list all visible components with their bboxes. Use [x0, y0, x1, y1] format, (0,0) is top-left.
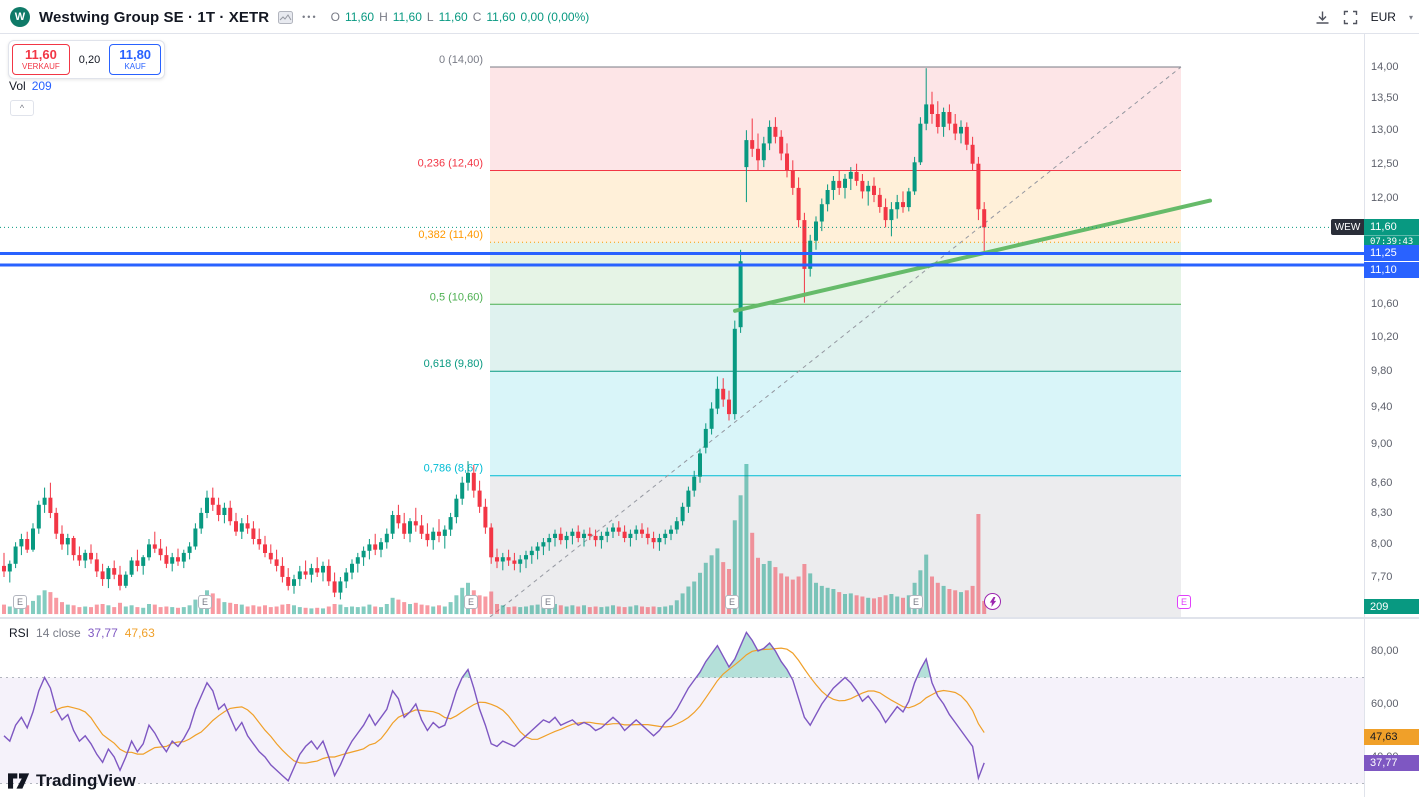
- more-options-button[interactable]: •••: [302, 12, 318, 22]
- trend-line[interactable]: [733, 198, 1212, 313]
- tradingview-logo[interactable]: TradingView: [8, 771, 136, 791]
- rsi-band: [0, 677, 1364, 784]
- rsi-overbought-fill: [696, 632, 792, 678]
- chevron-down-icon[interactable]: ▾: [1408, 12, 1413, 22]
- svg-text:0,618 (9,80): 0,618 (9,80): [424, 358, 483, 370]
- thumbnail-icon[interactable]: [278, 10, 294, 24]
- rsi-legend-ma-value: 47,63: [124, 626, 155, 640]
- svg-text:0,5 (10,60): 0,5 (10,60): [430, 291, 483, 303]
- axis-tick-label: 14,00: [1371, 61, 1399, 73]
- symbol-tag-badge: WEW: [1331, 219, 1364, 235]
- upcoming-earnings-icon[interactable]: [984, 593, 1001, 610]
- sell-price: 11,60: [24, 47, 57, 62]
- close-value: 11,60: [486, 10, 516, 24]
- svg-text:0 (14,00): 0 (14,00): [439, 54, 483, 66]
- low-label: L: [426, 10, 434, 24]
- change-value: 0,00 (0,00%): [520, 10, 590, 24]
- sell-label: VERKAUF: [22, 62, 60, 71]
- open-label: O: [330, 10, 340, 24]
- fib-retracement-zone[interactable]: 0 (14,00) 0,236 (12,40) 0,382 (11,40) 0,5 (…: [418, 54, 1182, 618]
- earnings-marker[interactable]: E: [198, 595, 212, 609]
- tradingview-logo-icon: [8, 773, 30, 789]
- close-label: C: [472, 10, 482, 24]
- axis-tick-label: 8,00: [1371, 538, 1393, 550]
- rsi-chart-canvas[interactable]: [0, 619, 1364, 797]
- axis-tick-label: 13,00: [1371, 124, 1399, 136]
- fullscreen-icon[interactable]: [1343, 10, 1358, 25]
- bar-countdown-badge: 07:39:43: [1364, 235, 1419, 248]
- buy-button[interactable]: 11,80 KAUF: [109, 44, 162, 75]
- earnings-marker[interactable]: E: [13, 595, 27, 609]
- buy-label: KAUF: [124, 62, 146, 71]
- axis-tick-label: 10,60: [1371, 298, 1399, 310]
- axis-tick-label: 9,80: [1371, 365, 1393, 377]
- rsi-line: [3, 630, 985, 782]
- earnings-marker[interactable]: E: [464, 595, 478, 609]
- axis-tick-label: 8,60: [1371, 477, 1393, 489]
- open-value: 11,60: [344, 10, 375, 24]
- high-label: H: [379, 10, 388, 24]
- tradingview-logo-text: TradingView: [36, 771, 136, 790]
- rsi-ma-line: [50, 647, 985, 764]
- axis-tick-label: 9,40: [1371, 401, 1393, 413]
- currency-toggle[interactable]: EUR: [1370, 10, 1396, 24]
- high-value: 11,60: [392, 10, 422, 24]
- earnings-marker[interactable]: E: [909, 595, 923, 609]
- rsi-legend-params: 14 close: [36, 626, 81, 640]
- rsi-legend-value: 37,77: [87, 626, 118, 640]
- axis-tick-label: 10,20: [1371, 331, 1399, 343]
- rsi-ma-badge: 47,63: [1364, 729, 1419, 745]
- future-earnings-marker[interactable]: E: [1177, 595, 1191, 609]
- rsi-legend-name: RSI: [9, 626, 30, 640]
- ohlc-readout: O 11,60 H 11,60 L 11,60 C 11,60 0,00 (0,…: [331, 10, 590, 24]
- rsi-value-badge: 37,77: [1364, 755, 1419, 771]
- download-icon[interactable]: [1315, 10, 1330, 25]
- axis-tick-label: 12,00: [1371, 192, 1399, 204]
- axis-tick-label: 60,00: [1371, 698, 1399, 710]
- svg-text:0,236 (12,40): 0,236 (12,40): [418, 158, 483, 170]
- price-axis-border: [1364, 34, 1365, 797]
- axis-tick-label: 12,50: [1371, 158, 1399, 170]
- volume-legend-label: Vol: [9, 79, 26, 93]
- axis-tick-label: 13,50: [1371, 92, 1399, 104]
- axis-tick-label: 80,00: [1371, 645, 1399, 657]
- support-line-badge-2: 11,10: [1364, 262, 1419, 278]
- axis-tick-label: 8,30: [1371, 507, 1393, 519]
- collapse-legend-button[interactable]: ^: [10, 100, 34, 116]
- chevron-up-icon: ^: [19, 103, 25, 113]
- earnings-marker[interactable]: E: [725, 595, 739, 609]
- sell-button[interactable]: 11,60 VERKAUF: [12, 44, 70, 75]
- volume-series: [2, 464, 987, 615]
- svg-text:0,382 (11,40): 0,382 (11,40): [418, 229, 483, 241]
- spread-value: 0,20: [78, 53, 101, 66]
- symbol-logo[interactable]: W: [10, 7, 30, 27]
- last-price-badge: 11,60: [1364, 219, 1419, 235]
- trade-panel: 11,60 VERKAUF 0,20 11,80 KAUF: [8, 40, 166, 79]
- volume-badge: 209: [1364, 599, 1419, 614]
- support-line-badge-1: 11,25: [1364, 245, 1419, 261]
- earnings-marker[interactable]: E: [541, 595, 555, 609]
- buy-price: 11,80: [119, 47, 152, 62]
- axis-tick-label: 7,70: [1371, 571, 1393, 583]
- volume-legend[interactable]: Vol 209: [9, 79, 52, 93]
- axis-tick-label: 9,00: [1371, 438, 1393, 450]
- price-chart-canvas[interactable]: 0 (14,00) 0,236 (12,40) 0,382 (11,40) 0,5 (…: [0, 34, 1364, 618]
- symbol-title[interactable]: Westwing Group SE · 1T · XETR: [39, 8, 270, 26]
- pane-resize-handle[interactable]: [0, 617, 1419, 619]
- top-toolbar: W Westwing Group SE · 1T · XETR ••• O 11…: [0, 0, 1419, 34]
- low-value: 11,60: [438, 10, 468, 24]
- volume-legend-value: 209: [31, 79, 52, 93]
- rsi-legend[interactable]: RSI 14 close 37,77 47,63: [9, 626, 155, 640]
- candle-series: [2, 68, 987, 600]
